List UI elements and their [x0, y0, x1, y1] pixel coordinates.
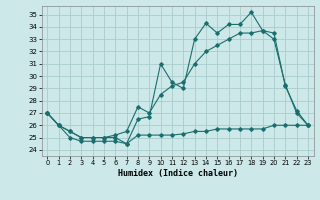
X-axis label: Humidex (Indice chaleur): Humidex (Indice chaleur): [118, 169, 237, 178]
